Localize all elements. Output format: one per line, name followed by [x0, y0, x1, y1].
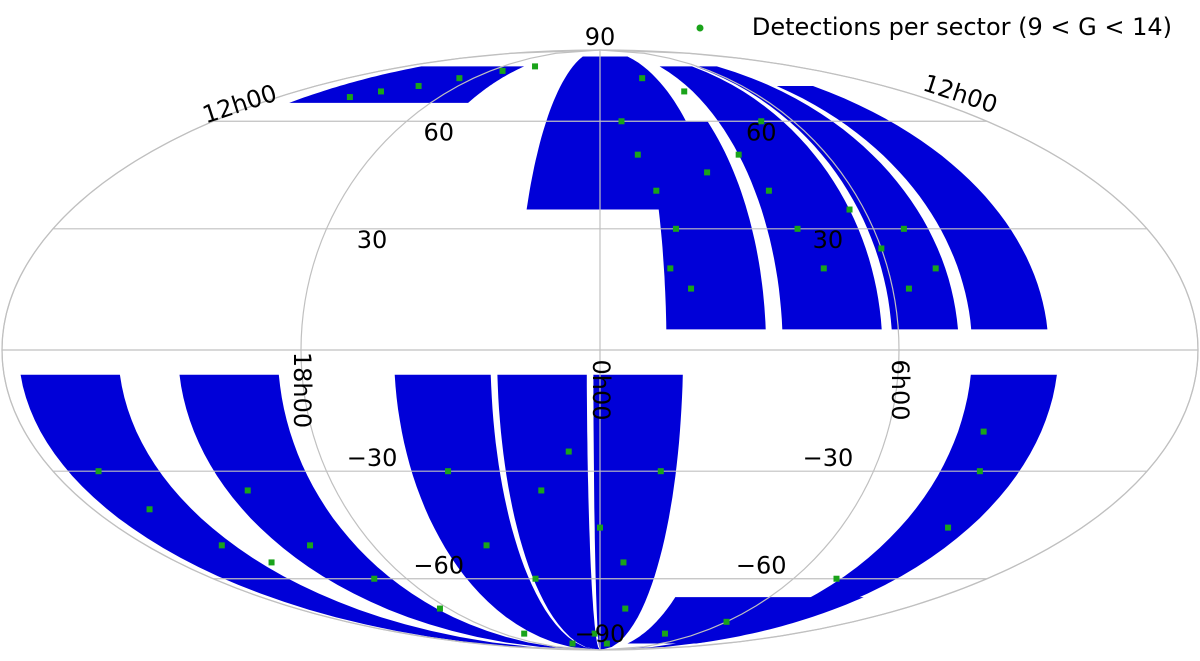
detection	[597, 524, 603, 531]
detection	[900, 225, 907, 232]
y-tick-label: −90	[575, 620, 626, 648]
detection	[758, 118, 765, 125]
x-tick-label: 18h00	[288, 352, 316, 428]
detection	[483, 542, 490, 549]
x-tick-label: 0h00	[587, 359, 615, 420]
detection	[244, 487, 251, 494]
sector	[497, 374, 600, 650]
detection	[794, 225, 801, 232]
detection	[591, 630, 598, 637]
detection	[657, 468, 664, 475]
detection	[618, 118, 625, 125]
sector	[179, 374, 600, 650]
detection	[436, 605, 443, 612]
detection	[945, 524, 952, 531]
frame	[1, 49, 1199, 651]
detection	[639, 75, 646, 82]
y-tick-label: 60	[746, 118, 777, 146]
y-tick-label: −60	[413, 552, 464, 580]
x-tick-label: 12h00	[920, 69, 1001, 119]
grid	[1, 49, 1199, 651]
detection	[653, 187, 660, 194]
detection	[688, 285, 695, 292]
y-tick-label: 60	[423, 118, 454, 146]
detection	[538, 487, 545, 494]
detection	[976, 468, 983, 475]
detection	[932, 265, 939, 272]
coverage	[20, 56, 1057, 650]
detection	[521, 630, 528, 637]
detection	[146, 506, 153, 513]
detection	[833, 575, 840, 582]
detection	[307, 542, 314, 549]
y-tick-label: −60	[736, 552, 787, 580]
detection	[346, 94, 353, 101]
detection	[565, 448, 572, 455]
sector	[20, 374, 601, 650]
detection	[532, 63, 539, 70]
detection	[620, 559, 627, 566]
detection	[569, 640, 576, 647]
detection	[499, 67, 506, 74]
legend-marker	[696, 24, 704, 32]
detection	[723, 618, 730, 625]
detection	[371, 575, 378, 582]
detection	[378, 88, 385, 95]
detection	[820, 265, 827, 272]
sector	[695, 66, 958, 330]
detection	[445, 468, 452, 475]
detection	[634, 151, 641, 158]
detection	[672, 225, 679, 232]
points	[95, 63, 987, 647]
sector	[643, 121, 766, 330]
y-tick-label: −30	[347, 444, 398, 472]
detection	[905, 285, 912, 292]
detection	[878, 245, 885, 252]
sector	[289, 66, 525, 103]
sector	[659, 66, 882, 330]
y-tick-label: 30	[813, 226, 844, 254]
detection	[681, 88, 688, 95]
detection	[704, 169, 711, 176]
y-tick-label: 90	[585, 23, 616, 51]
legend-label: Detections per sector (9 < G < 14)	[752, 13, 1172, 41]
sector	[394, 374, 600, 650]
detection	[622, 605, 629, 612]
y-tick-label: −30	[803, 444, 854, 472]
detection	[661, 630, 668, 637]
detection	[95, 468, 102, 475]
detection	[846, 206, 853, 213]
detection	[735, 151, 742, 158]
detection	[980, 428, 987, 435]
sector	[593, 374, 683, 650]
detection	[268, 559, 275, 566]
detection	[765, 187, 772, 194]
x-tick-label: 6h00	[886, 359, 914, 420]
sector	[776, 86, 1048, 330]
detection	[603, 640, 610, 647]
detection	[456, 75, 463, 82]
sector	[600, 374, 1057, 650]
y-tick-label: 30	[357, 226, 388, 254]
detection	[415, 82, 422, 89]
sector	[627, 597, 864, 644]
detection	[667, 265, 674, 272]
detection	[218, 542, 225, 549]
detection	[532, 575, 539, 582]
